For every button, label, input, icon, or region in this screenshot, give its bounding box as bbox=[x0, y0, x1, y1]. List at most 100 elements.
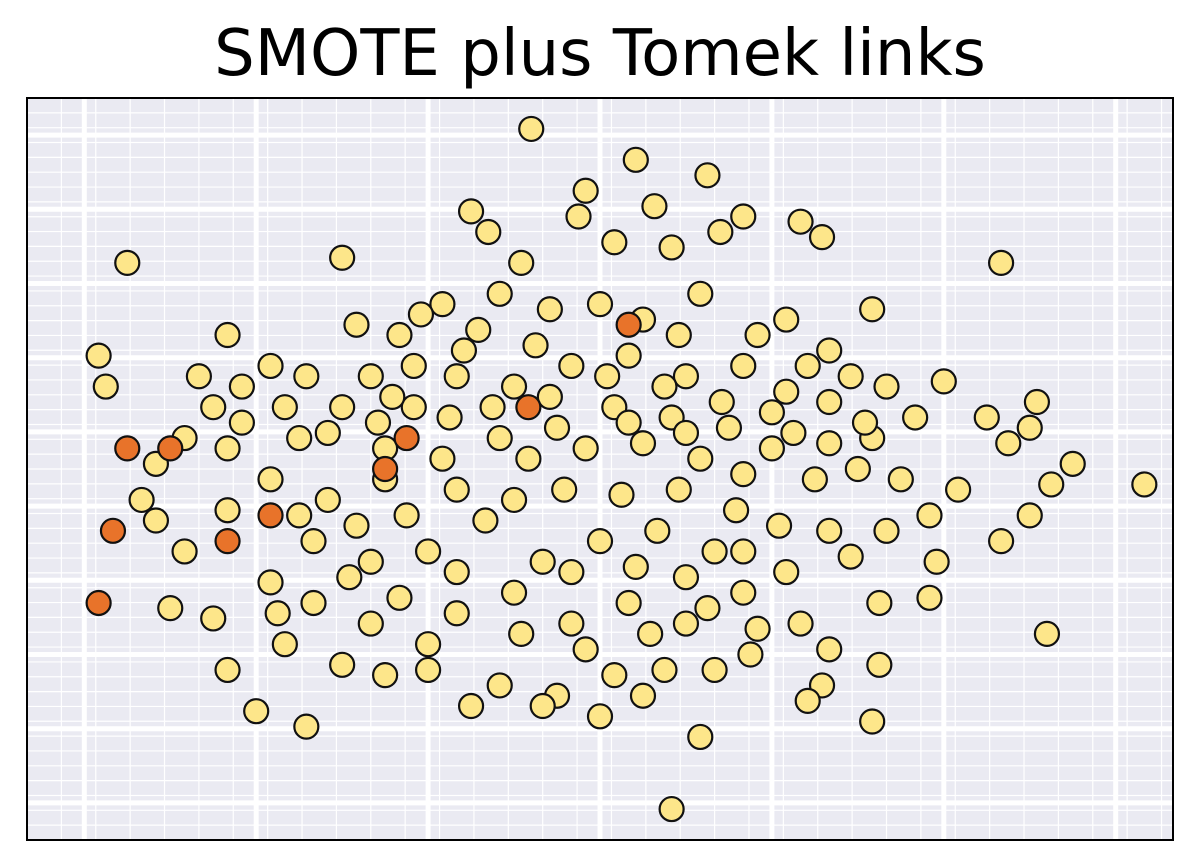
majority-point bbox=[730, 352, 757, 380]
majority-point bbox=[658, 795, 685, 823]
majority-point bbox=[543, 414, 571, 441]
majority-point bbox=[765, 512, 793, 539]
majority-point bbox=[200, 394, 227, 421]
minority-point bbox=[515, 394, 542, 421]
majority-point bbox=[443, 363, 470, 390]
majority-point bbox=[343, 512, 370, 539]
majority-point bbox=[508, 620, 535, 647]
majority-point bbox=[816, 430, 843, 457]
majority-point bbox=[730, 538, 757, 565]
majority-point bbox=[780, 419, 807, 447]
majority-point bbox=[687, 445, 714, 472]
majority-point bbox=[379, 383, 406, 410]
majority-point bbox=[357, 363, 384, 390]
majority-point bbox=[572, 435, 599, 462]
majority-point bbox=[500, 373, 528, 400]
minority-point bbox=[372, 455, 399, 483]
majority-point bbox=[844, 455, 871, 483]
majority-point bbox=[586, 528, 614, 555]
majority-point bbox=[85, 342, 112, 369]
majority-point bbox=[1023, 388, 1051, 416]
majority-point bbox=[565, 203, 592, 230]
majority-point bbox=[873, 373, 900, 400]
majority-point bbox=[694, 162, 721, 189]
majority-point bbox=[987, 528, 1015, 555]
majority-point bbox=[808, 224, 836, 251]
majority-point bbox=[157, 595, 184, 622]
majority-point bbox=[1131, 471, 1158, 498]
majority-point bbox=[486, 280, 513, 307]
majority-point bbox=[694, 595, 721, 622]
majority-point bbox=[816, 517, 843, 544]
majority-point bbox=[1038, 471, 1065, 498]
majority-point bbox=[336, 564, 363, 591]
majority-point bbox=[551, 476, 578, 503]
majority-point bbox=[536, 383, 563, 410]
majority-point bbox=[522, 332, 549, 359]
majority-point bbox=[773, 306, 800, 333]
majority-point bbox=[873, 517, 900, 544]
majority-point bbox=[529, 692, 556, 720]
majority-point bbox=[257, 569, 284, 596]
majority-point bbox=[415, 631, 442, 658]
majority-point bbox=[916, 584, 943, 611]
majority-point bbox=[500, 579, 528, 606]
majority-point bbox=[465, 316, 492, 343]
majority-point bbox=[536, 296, 563, 323]
majority-point bbox=[364, 409, 392, 436]
majority-point bbox=[866, 651, 893, 678]
majority-point bbox=[801, 466, 828, 493]
majority-point bbox=[601, 229, 628, 256]
majority-point bbox=[558, 352, 585, 380]
data-points bbox=[85, 115, 1158, 823]
majority-point bbox=[687, 723, 714, 751]
majority-point bbox=[436, 404, 463, 431]
majority-point bbox=[651, 373, 678, 400]
majority-point bbox=[429, 291, 456, 318]
majority-point bbox=[415, 538, 442, 565]
minority-point bbox=[99, 517, 127, 544]
majority-point bbox=[859, 296, 886, 323]
majority-point bbox=[443, 476, 470, 503]
majority-point bbox=[930, 368, 957, 395]
majority-point bbox=[329, 651, 356, 678]
majority-point bbox=[329, 394, 356, 421]
majority-point bbox=[773, 558, 800, 586]
majority-point bbox=[737, 641, 764, 668]
minority-point bbox=[114, 435, 141, 462]
majority-point bbox=[615, 409, 642, 436]
majority-point bbox=[629, 682, 657, 709]
majority-point bbox=[443, 600, 470, 627]
majority-point bbox=[558, 610, 585, 637]
majority-point bbox=[271, 631, 298, 658]
majority-point bbox=[687, 280, 714, 307]
chart-title: SMOTE plus Tomek links bbox=[214, 17, 986, 91]
majority-point bbox=[450, 337, 478, 364]
majority-point bbox=[529, 548, 556, 575]
majority-point bbox=[407, 301, 435, 328]
majority-point bbox=[608, 481, 635, 508]
majority-point bbox=[701, 538, 728, 565]
majority-point bbox=[200, 605, 227, 632]
majority-point bbox=[572, 636, 599, 663]
majority-point bbox=[472, 507, 499, 534]
majority-point bbox=[816, 337, 843, 364]
majority-point bbox=[707, 218, 734, 246]
majority-point bbox=[479, 394, 506, 421]
majority-point bbox=[400, 352, 427, 380]
majority-point bbox=[214, 497, 241, 524]
majority-point bbox=[730, 461, 757, 488]
majority-point bbox=[386, 321, 413, 349]
majority-point bbox=[665, 476, 692, 503]
majority-point bbox=[343, 311, 370, 338]
majority-point bbox=[264, 600, 291, 627]
majority-point bbox=[508, 249, 535, 276]
majority-point bbox=[787, 610, 814, 637]
majority-point bbox=[586, 703, 614, 730]
majority-point bbox=[622, 146, 649, 173]
majority-point bbox=[641, 193, 668, 220]
majority-point bbox=[300, 528, 327, 555]
majority-point bbox=[486, 672, 513, 699]
majority-point bbox=[457, 692, 485, 720]
majority-point bbox=[429, 445, 456, 472]
